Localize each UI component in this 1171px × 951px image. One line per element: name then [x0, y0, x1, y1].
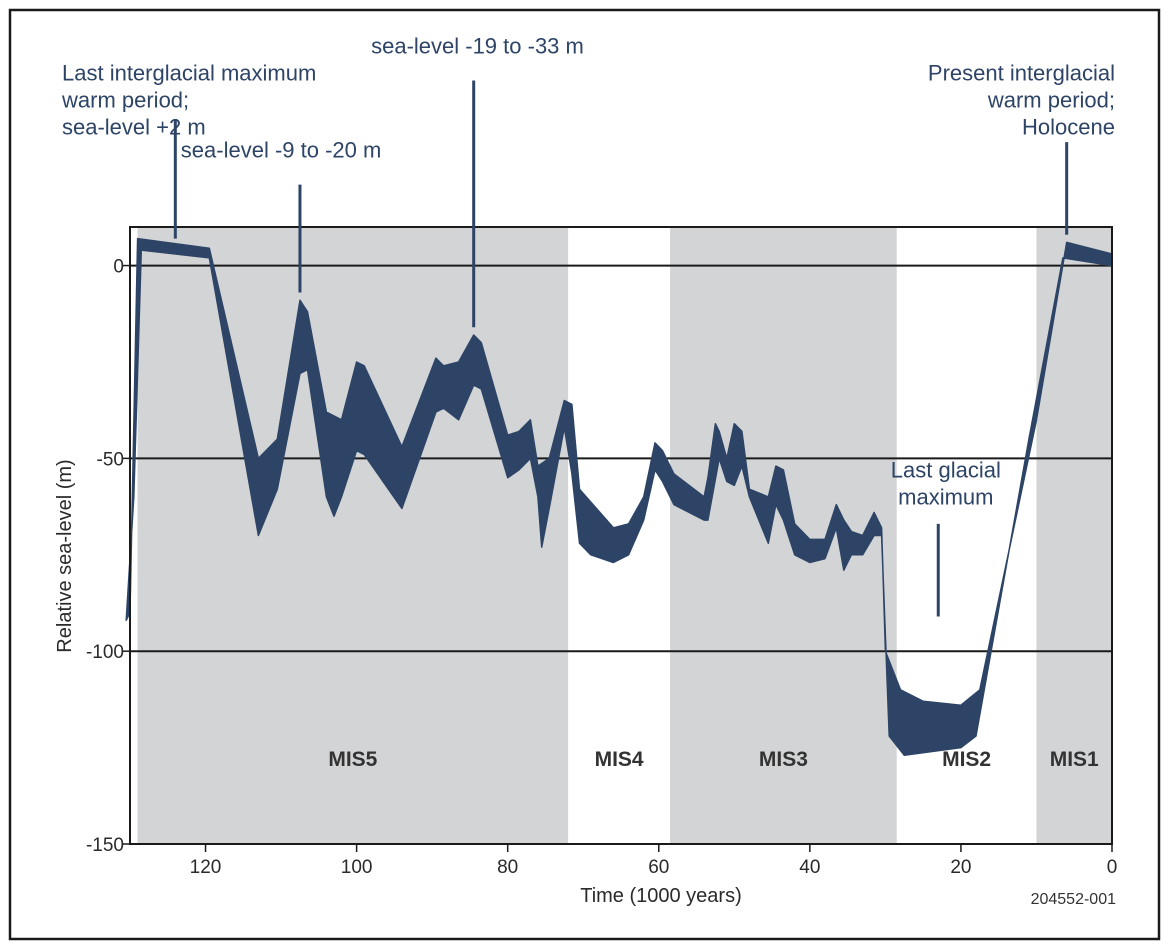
x-tick-label-20: 20	[950, 857, 971, 878]
stage-label-mis3: MIS3	[759, 748, 808, 771]
y-tick-label--150: -150	[86, 835, 124, 856]
x-tick-label-0: 0	[1107, 857, 1118, 878]
x-tick-label-120: 120	[190, 857, 222, 878]
x-tick-label-40: 40	[799, 857, 820, 878]
annotation-2-line-0: sea-level -19 to -33 m	[371, 33, 584, 58]
annotation-4-line-1: maximum	[898, 485, 993, 510]
figure-frame	[8, 8, 1161, 941]
stage-label-mis4: MIS4	[595, 748, 644, 771]
sea-level-band-series-0	[125, 237, 1113, 757]
figure-id: 204552-001	[1031, 891, 1117, 908]
annotation-4-line-0: Last glacial	[891, 458, 1001, 483]
stage-label-mis2: MIS2	[942, 748, 991, 771]
annotation-1: sea-level -9 to -20 m	[181, 138, 382, 293]
y-tick-label-0: 0	[113, 257, 124, 278]
plot-area-border	[129, 226, 1113, 845]
annotation-3-line-2: Holocene	[1022, 114, 1115, 139]
stage-label-mis1: MIS1	[1050, 748, 1099, 771]
stage-label-mis5: MIS5	[328, 748, 377, 771]
stage-shading	[137, 227, 1112, 844]
annotation-0-line-0: Last interglacial maximum	[62, 60, 316, 85]
stage-band-mis5	[137, 227, 569, 844]
annotation-0-line-1: warm period;	[61, 87, 189, 112]
annotation-3-line-1: warm period;	[987, 87, 1115, 112]
annotation-0-line-2: sea-level +2 m	[62, 114, 206, 139]
x-axis: 120 100 80 60 40 20 0	[190, 844, 1118, 878]
stage-labels: MIS5 MIS4 MIS3 MIS2 MIS1	[328, 748, 1099, 771]
x-tick-label-100: 100	[341, 857, 373, 878]
y-tick-label--50: -50	[97, 449, 124, 470]
y-axis-title: Relative sea-level (m)	[54, 459, 76, 652]
x-axis-title: Time (1000 years)	[580, 885, 742, 907]
annotation-3-line-0: Present interglacial	[928, 60, 1115, 85]
y-tick-label--100: -100	[86, 642, 124, 663]
sea-level-band	[125, 237, 1113, 757]
x-tick-label-60: 60	[648, 857, 669, 878]
x-tick-label-80: 80	[497, 857, 518, 878]
annotation-1-line-0: sea-level -9 to -20 m	[181, 138, 382, 163]
gridlines	[130, 264, 1112, 653]
annotation-2: sea-level -19 to -33 m	[371, 33, 584, 328]
y-axis: 0 -50 -100 -150	[86, 257, 130, 856]
